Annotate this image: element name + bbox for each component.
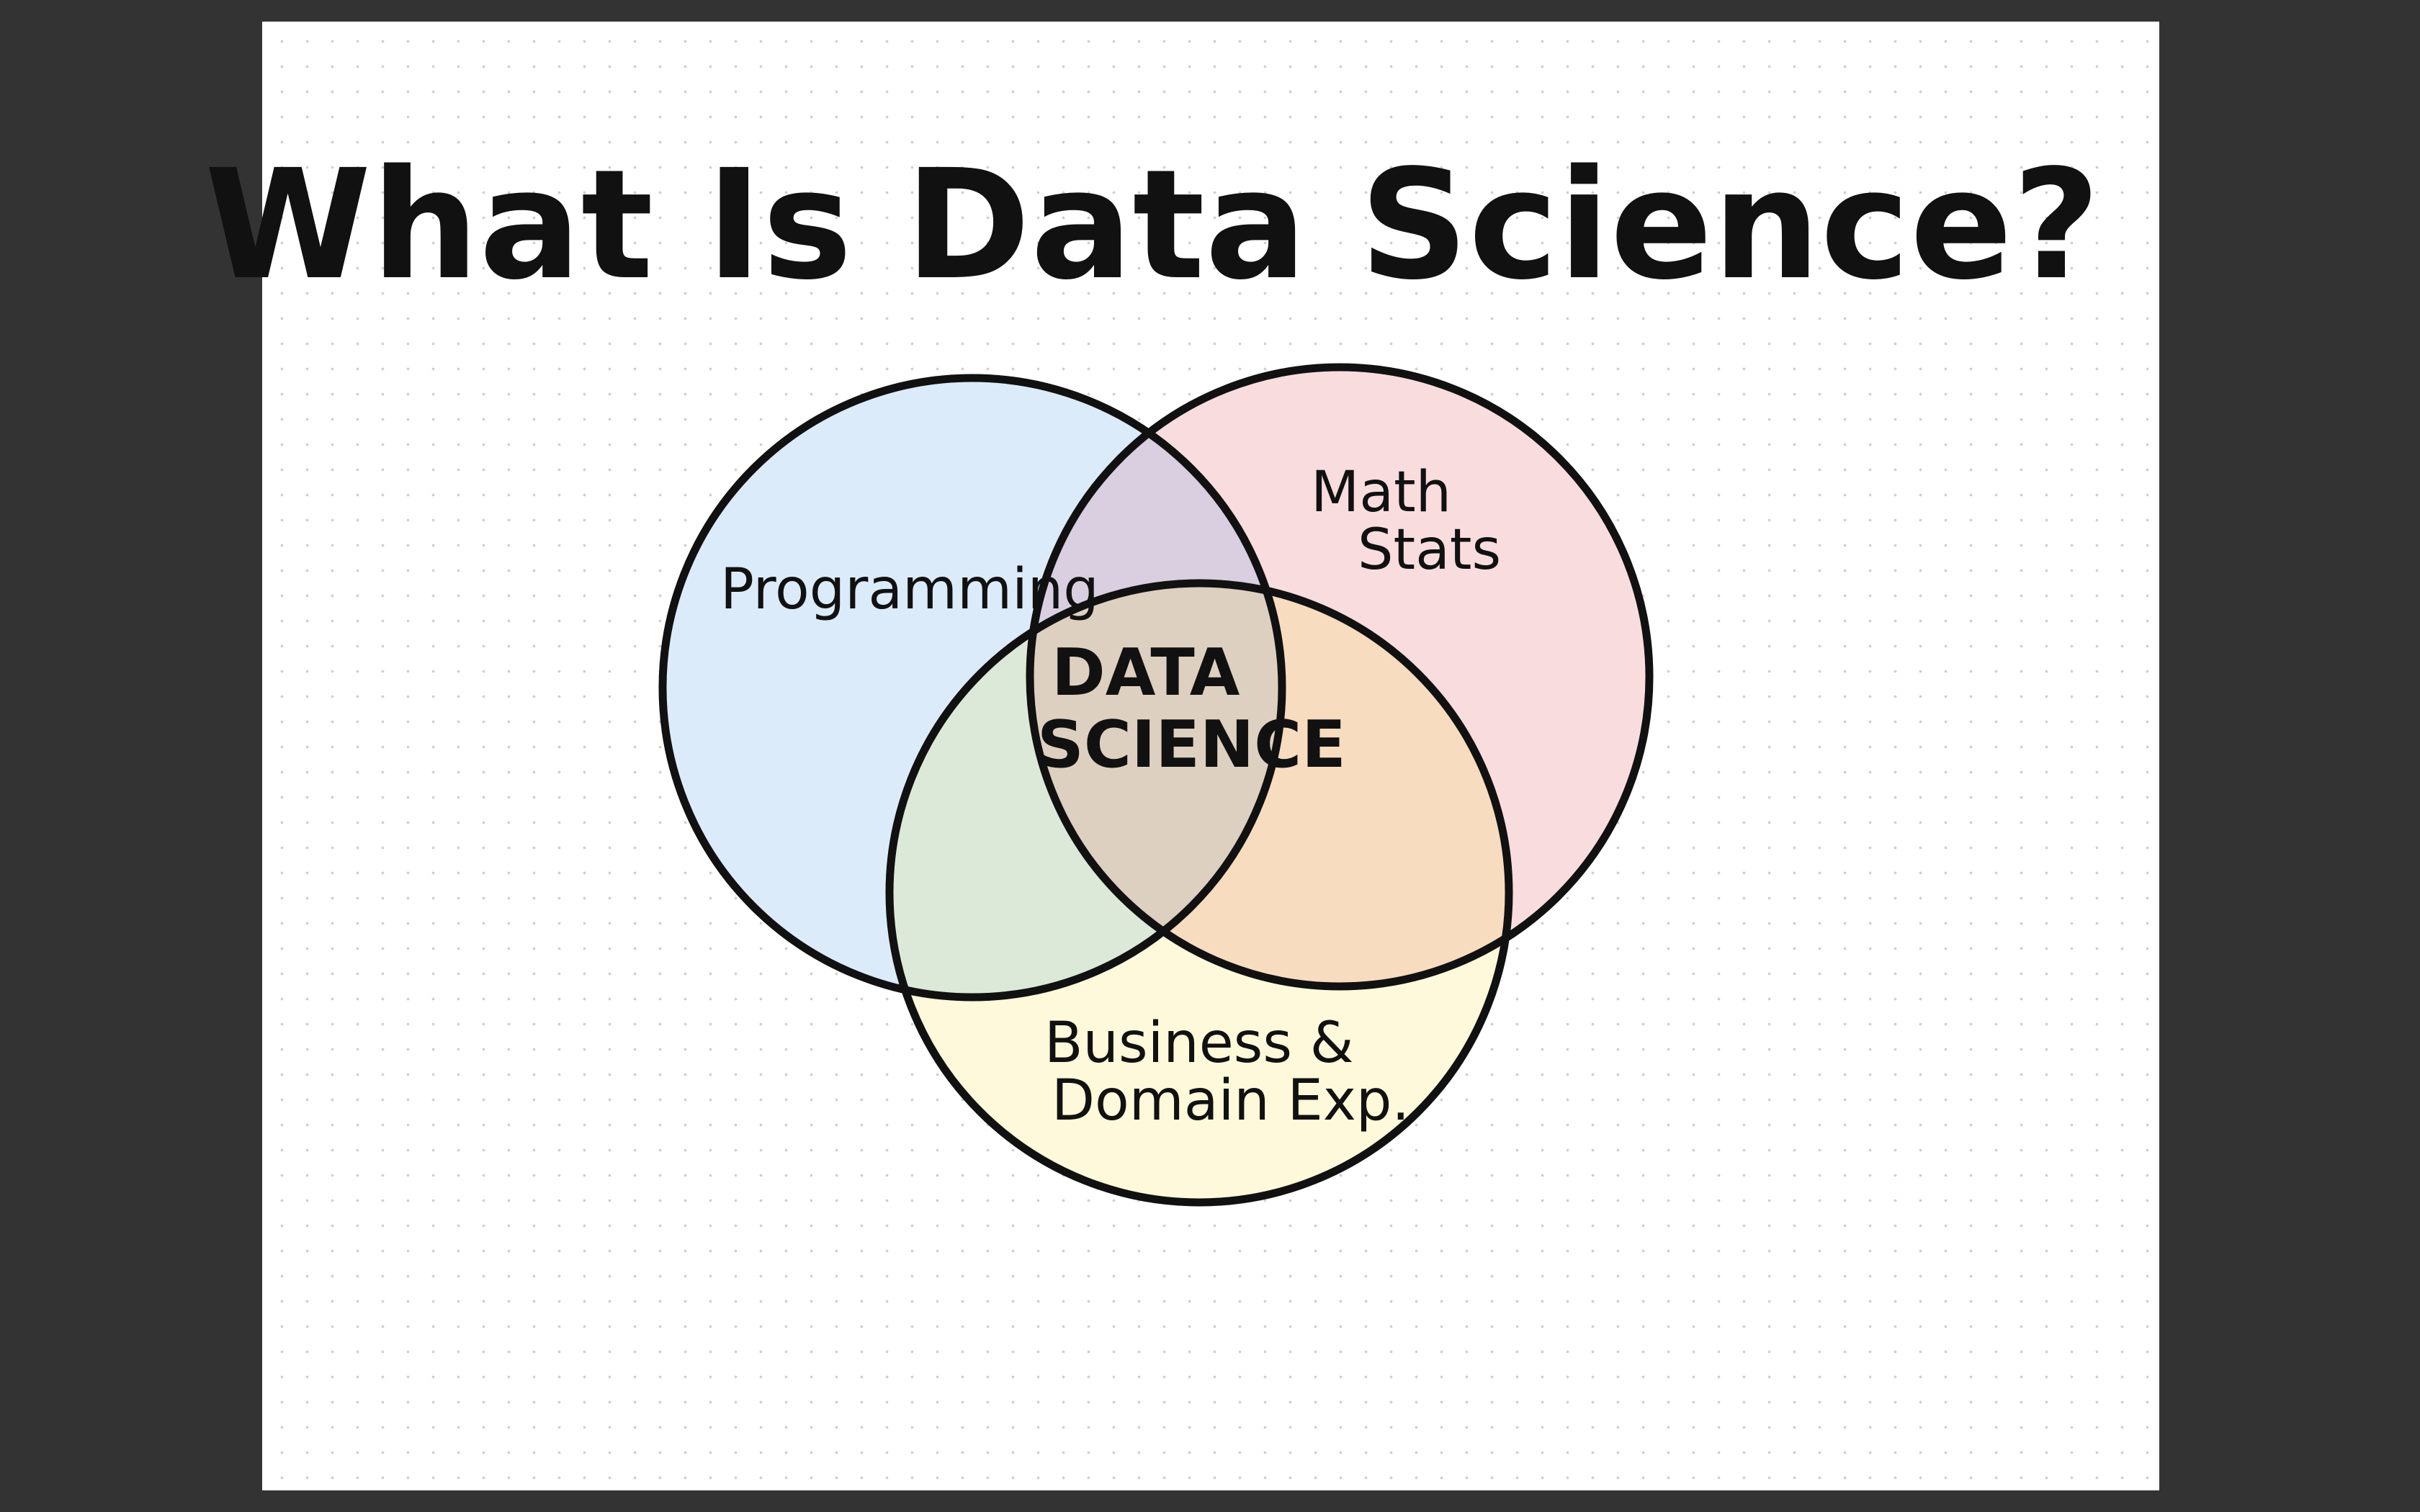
diagram-title: What Is Data Science?	[205, 137, 2100, 313]
business-label: Business &	[1044, 1011, 1354, 1076]
stats-label: Stats	[1358, 518, 1501, 582]
programming-circle	[658, 374, 1286, 1002]
science-label: SCIENCE	[1037, 707, 1346, 783]
domain-label: Domain Exp.	[1052, 1068, 1410, 1133]
data-label: DATA	[1052, 635, 1240, 711]
programming-label: Programming	[720, 557, 1099, 622]
math-label: Math	[1311, 460, 1451, 525]
math-circle	[1026, 363, 1654, 991]
business-circle	[885, 579, 1513, 1207]
